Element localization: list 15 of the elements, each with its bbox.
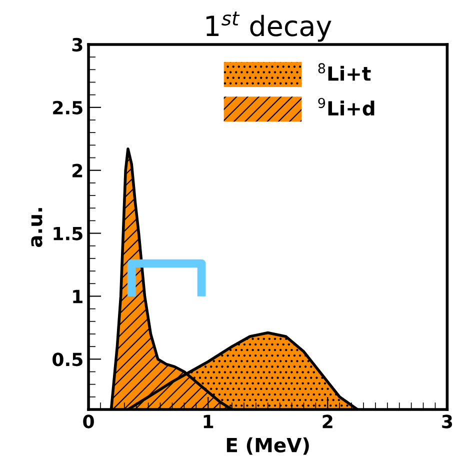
x-tick-label: 3 <box>442 414 452 428</box>
y-tick-label: 1 <box>73 290 82 304</box>
chart-title: 1$^{st}$ decay <box>206 12 332 42</box>
y-tick-label: 3 <box>72 38 82 52</box>
x-axis-title: E (MeV) <box>226 437 309 455</box>
y-tick-label: 2.5 <box>53 100 82 115</box>
y-axis-title: a.u. <box>31 208 42 248</box>
legend-label: $^{8}$Li+t <box>318 63 371 81</box>
y-tick-label: 2 <box>72 164 82 178</box>
legend-label: $^{9}$Li+d <box>318 98 374 116</box>
x-tick-label: 1 <box>204 414 214 428</box>
x-tick-label: 0 <box>83 414 94 428</box>
x-tick-label: 2 <box>322 414 332 428</box>
y-tick-label: 0.5 <box>52 352 82 366</box>
y-tick-label: 1.5 <box>54 226 82 240</box>
